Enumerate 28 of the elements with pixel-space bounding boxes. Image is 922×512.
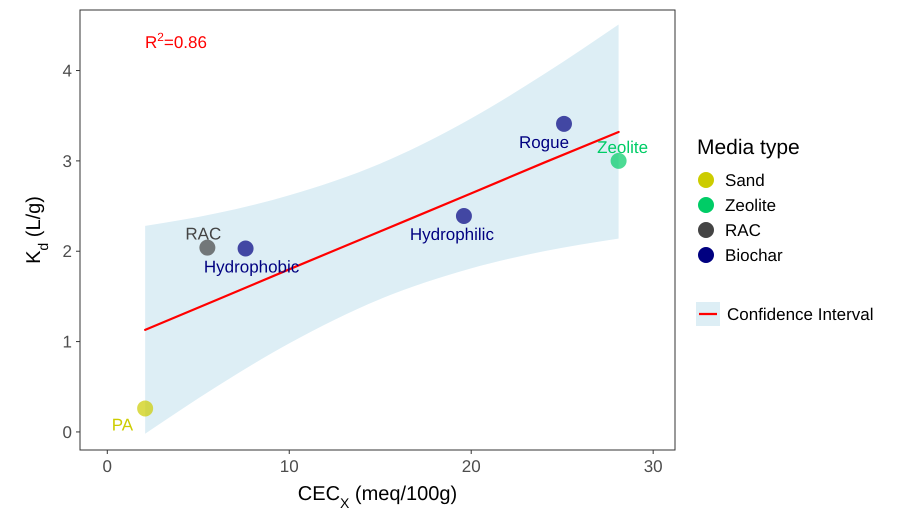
x-axis-title: CEC$_{X}$ (meq/100g): [298, 483, 458, 511]
legend-label: Sand: [725, 171, 765, 190]
x-tick-label: 30: [644, 457, 663, 476]
point: [238, 240, 254, 257]
point: [137, 400, 154, 416]
point: [556, 116, 572, 132]
point: [199, 240, 216, 256]
x-tick-label: 20: [462, 457, 481, 476]
legend-label: Confidence Interval: [727, 305, 874, 324]
legend-title: Media type: [697, 136, 800, 159]
point: [456, 208, 472, 224]
annotation: Hydrophilic: [410, 224, 494, 244]
legend-label: Biochar: [725, 246, 783, 265]
annotation: Zeolite: [597, 138, 648, 157]
y-tick-label: 2: [62, 242, 72, 262]
x-tick-label: 0: [102, 457, 112, 476]
annotation: R$^{2}$=0.86: [145, 30, 207, 52]
y-tick-label: 3: [62, 152, 72, 171]
x-tick-label: 10: [280, 457, 299, 476]
annotation: PA: [112, 415, 134, 434]
annotation: Rogue: [518, 132, 570, 152]
annotation: RAC: [185, 224, 222, 244]
y-tick-label: 4: [62, 62, 72, 81]
legend-label: RAC: [725, 221, 761, 240]
y-tick-label: 1: [62, 332, 72, 352]
point: [610, 152, 627, 169]
legend-label: Zeolite: [725, 196, 776, 215]
y-tick-label: 0: [62, 422, 72, 442]
